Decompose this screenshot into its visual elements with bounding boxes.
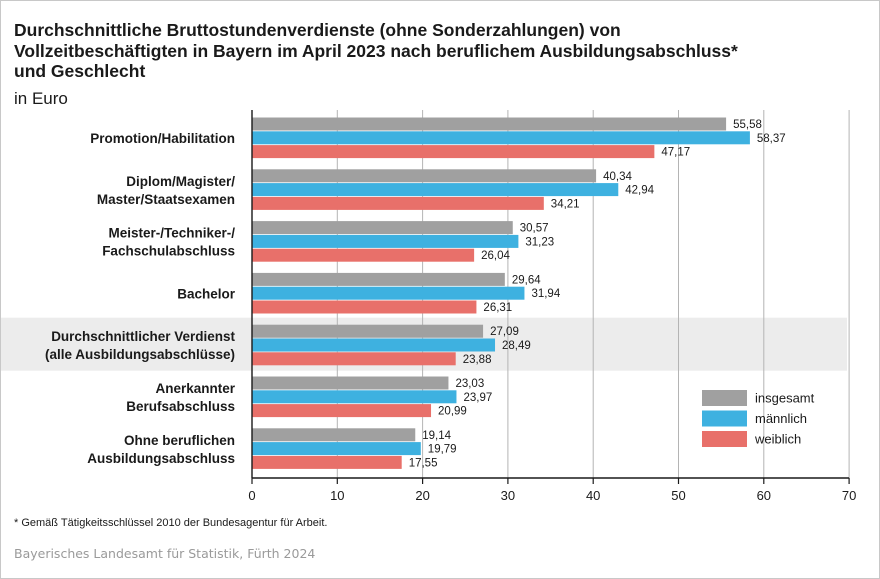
value-label-weiblich-6: 17,55 xyxy=(409,457,438,469)
bar-männlich-4 xyxy=(252,338,496,352)
x-tick-label-70: 70 xyxy=(842,488,856,503)
category-label-2-1: Fachschulabschluss xyxy=(102,244,235,259)
value-label-insgesamt-1: 40,34 xyxy=(603,171,632,183)
legend-label-männlich: männlich xyxy=(755,411,807,426)
x-tick-label-40: 40 xyxy=(586,488,600,503)
category-label-6-1: Ausbildungsabschluss xyxy=(87,451,235,466)
value-label-weiblich-0: 47,17 xyxy=(661,147,690,159)
value-label-insgesamt-0: 55,58 xyxy=(733,119,762,131)
x-tick-label-30: 30 xyxy=(501,488,515,503)
legend-swatch-männlich xyxy=(702,410,747,427)
category-label-5-0: Anerkannter xyxy=(155,381,235,396)
bar-insgesamt-5 xyxy=(252,376,449,390)
value-label-männlich-5: 23,97 xyxy=(463,392,492,404)
bar-insgesamt-0 xyxy=(252,117,727,131)
bar-männlich-5 xyxy=(252,390,457,404)
bar-männlich-3 xyxy=(252,286,525,300)
category-label-3-0: Bachelor xyxy=(177,286,236,301)
value-label-männlich-1: 42,94 xyxy=(625,185,654,197)
value-label-weiblich-1: 34,21 xyxy=(551,198,580,210)
source-note: Bayerisches Landesamt für Statistik, Für… xyxy=(14,546,316,561)
value-label-männlich-4: 28,49 xyxy=(502,340,531,352)
value-label-weiblich-5: 20,99 xyxy=(438,406,467,418)
value-label-männlich-3: 31,94 xyxy=(531,288,560,300)
x-tick-label-50: 50 xyxy=(671,488,685,503)
bar-insgesamt-6 xyxy=(252,428,416,442)
x-tick-label-10: 10 xyxy=(330,488,344,503)
bar-männlich-0 xyxy=(252,131,750,145)
legend-swatch-weiblich xyxy=(702,431,747,447)
bar-männlich-6 xyxy=(252,442,421,456)
value-label-weiblich-2: 26,04 xyxy=(481,250,510,262)
category-label-2-0: Meister-/Techniker-/ xyxy=(108,226,235,241)
bar-insgesamt-3 xyxy=(252,272,505,286)
category-label-4-0: Durchschnittlicher Verdienst xyxy=(51,329,235,344)
bar-männlich-1 xyxy=(252,183,619,197)
bar-weiblich-1 xyxy=(252,196,544,210)
title-line-1: Durchschnittliche Bruttostundenverdienst… xyxy=(14,20,621,40)
category-label-1-1: Master/Staatsexamen xyxy=(97,192,235,207)
bar-insgesamt-1 xyxy=(252,169,597,183)
bar-weiblich-5 xyxy=(252,404,432,418)
value-label-männlich-0: 58,37 xyxy=(757,133,786,145)
bar-insgesamt-4 xyxy=(252,324,484,338)
legend-label-weiblich: weiblich xyxy=(754,432,801,447)
bar-männlich-2 xyxy=(252,234,519,248)
value-label-insgesamt-6: 19,14 xyxy=(422,430,451,442)
value-label-insgesamt-3: 29,64 xyxy=(512,274,541,286)
bar-weiblich-4 xyxy=(252,352,456,366)
category-label-0-0: Promotion/Habilitation xyxy=(90,131,235,146)
value-label-weiblich-4: 23,88 xyxy=(463,354,492,366)
value-label-männlich-6: 19,79 xyxy=(428,444,457,456)
bar-weiblich-3 xyxy=(252,300,477,314)
value-label-weiblich-3: 26,31 xyxy=(483,302,512,314)
category-label-5-1: Berufsabschluss xyxy=(126,399,235,414)
bar-weiblich-2 xyxy=(252,248,475,262)
x-tick-label-0: 0 xyxy=(248,488,255,503)
value-label-insgesamt-5: 23,03 xyxy=(455,378,484,390)
bar-weiblich-6 xyxy=(252,455,402,469)
title-line-3: und Geschlecht xyxy=(14,61,146,81)
footnote: * Gemäß Tätigkeitsschlüssel 2010 der Bun… xyxy=(14,517,328,529)
value-label-männlich-2: 31,23 xyxy=(525,236,554,248)
value-label-insgesamt-2: 30,57 xyxy=(520,223,549,235)
legend-label-insgesamt: insgesamt xyxy=(755,391,815,406)
title-line-2: Vollzeitbeschäftigten in Bayern im April… xyxy=(14,40,738,61)
x-tick-label-60: 60 xyxy=(757,488,771,503)
x-tick-label-20: 20 xyxy=(415,488,429,503)
bar-weiblich-0 xyxy=(252,145,655,159)
category-label-6-0: Ohne beruflichen xyxy=(124,433,235,448)
category-label-4-1: (alle Ausbildungsabschlüsse) xyxy=(45,347,235,362)
chart-title: Durchschnittliche Bruttostundenverdienst… xyxy=(14,20,864,82)
value-label-insgesamt-4: 27,09 xyxy=(490,326,519,338)
legend-swatch-insgesamt xyxy=(702,390,747,406)
bar-insgesamt-2 xyxy=(252,221,513,235)
chart-subtitle: in Euro xyxy=(14,89,68,108)
category-label-1-0: Diplom/Magister/ xyxy=(126,174,235,189)
